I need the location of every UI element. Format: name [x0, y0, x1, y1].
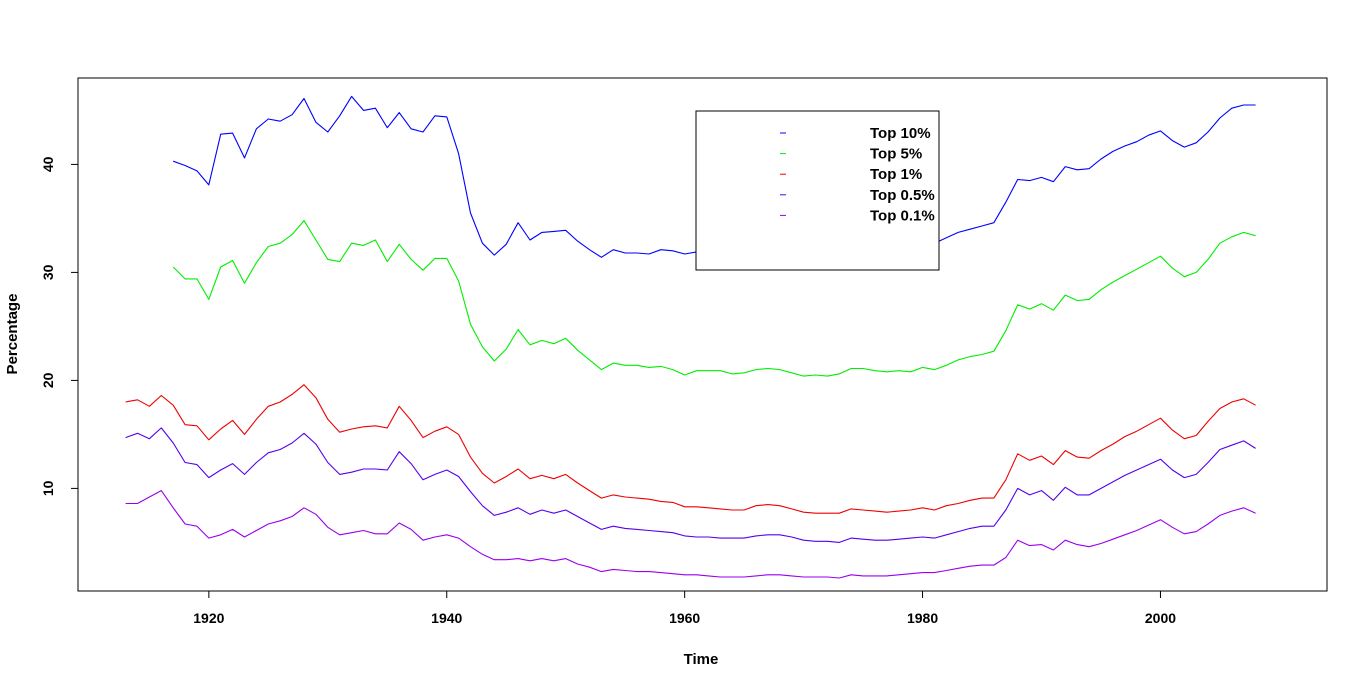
series-line-1 — [172, 220, 1256, 377]
x-tick-label: 1920 — [193, 610, 224, 626]
x-tick-label: 1960 — [669, 610, 700, 626]
y-tick-label: 10 — [40, 480, 56, 496]
y-tick-label: 20 — [40, 372, 56, 388]
x-tick-label: 1940 — [431, 610, 462, 626]
legend-label-0: Top 10% — [870, 125, 931, 142]
series-line-4 — [125, 490, 1256, 579]
legend-label-4: Top 0.1% — [870, 207, 935, 224]
y-tick-label: 40 — [40, 156, 56, 172]
x-axis: 1920 1940 1960 1980 2000 — [193, 590, 1176, 626]
series-line-3 — [125, 427, 1256, 543]
series-line-2 — [125, 384, 1256, 514]
x-tick-label: 2000 — [1145, 610, 1176, 626]
x-axis-title: Time — [684, 651, 719, 668]
y-tick-label: 30 — [40, 264, 56, 280]
y-axis-title: Percentage — [4, 294, 21, 375]
legend: Top 10% Top 5% Top 1% Top 0.5% Top 0.1% — [695, 110, 940, 271]
x-tick-label: 1980 — [907, 610, 938, 626]
series-layer — [125, 95, 1256, 579]
legend-label-3: Top 0.5% — [870, 187, 935, 204]
legend-label-2: Top 1% — [870, 166, 922, 183]
legend-label-1: Top 5% — [870, 146, 922, 163]
y-axis: 10 20 30 40 — [40, 156, 79, 496]
legend-box — [695, 110, 940, 271]
